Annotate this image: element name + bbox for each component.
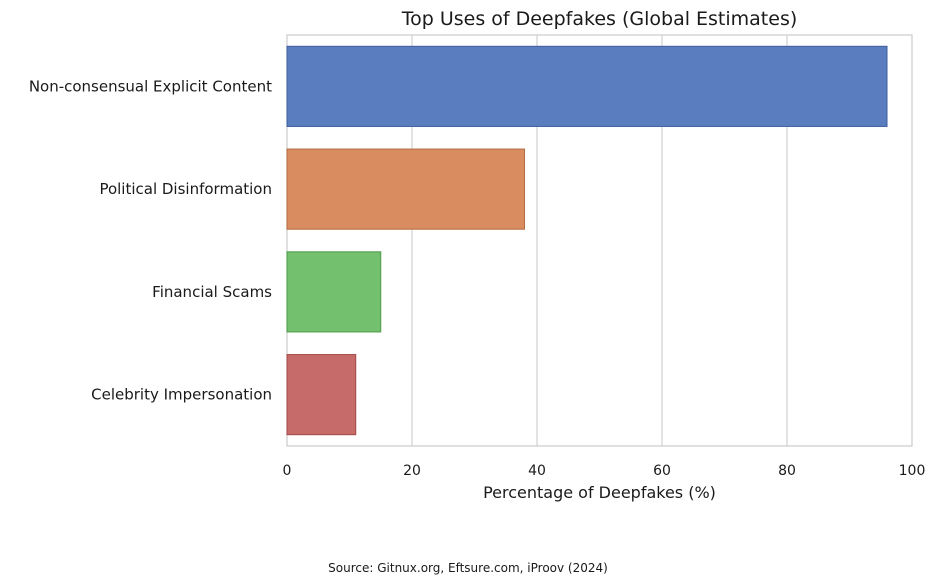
x-tick-label: 0 [283,463,292,479]
bar-political-disinformation [286,148,525,230]
category-labels: Non-consensual Explicit Content Political… [29,77,272,403]
x-tick-label: 100 [899,463,926,479]
category-label: Financial Scams [152,283,272,301]
x-tick-labels: 0 20 40 60 80 100 [283,463,926,479]
category-label: Non-consensual Explicit Content [29,77,272,95]
x-tick-label: 20 [403,463,421,479]
category-label: Celebrity Impersonation [91,386,272,404]
x-tick-label: 60 [653,463,671,479]
category-label: Political Disinformation [99,180,272,198]
bar-financial-scams [286,251,382,333]
bar-celebrity-impersonation [286,354,357,436]
bar-non-consensual-explicit-content [286,45,888,127]
x-tick-label: 80 [778,463,796,479]
chart-title: Top Uses of Deepfakes (Global Estimates) [401,8,798,30]
source-note: Source: Gitnux.org, Eftsure.com, iProov … [328,561,608,575]
plot-frame [286,34,913,447]
x-axis-label: Percentage of Deepfakes (%) [483,483,716,502]
x-tick-label: 40 [528,463,546,479]
bars [286,45,888,436]
